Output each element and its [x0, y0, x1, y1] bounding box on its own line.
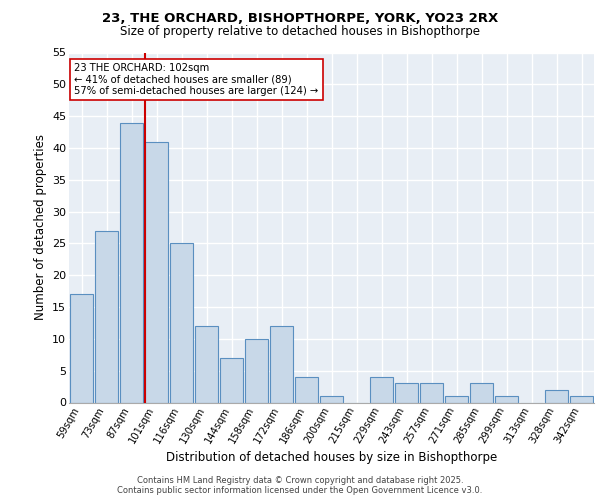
X-axis label: Distribution of detached houses by size in Bishopthorpe: Distribution of detached houses by size …	[166, 451, 497, 464]
Bar	[170, 244, 193, 402]
Bar	[545, 390, 568, 402]
Bar	[494, 396, 518, 402]
Bar	[245, 339, 268, 402]
Y-axis label: Number of detached properties: Number of detached properties	[34, 134, 47, 320]
Bar	[220, 358, 244, 403]
Text: Size of property relative to detached houses in Bishopthorpe: Size of property relative to detached ho…	[120, 25, 480, 38]
Bar	[70, 294, 94, 403]
Bar	[320, 396, 343, 402]
Text: Contains HM Land Registry data © Crown copyright and database right 2025.
Contai: Contains HM Land Registry data © Crown c…	[118, 476, 482, 495]
Bar	[269, 326, 293, 402]
Text: 23 THE ORCHARD: 102sqm
← 41% of detached houses are smaller (89)
57% of semi-det: 23 THE ORCHARD: 102sqm ← 41% of detached…	[74, 63, 319, 96]
Bar	[295, 377, 319, 402]
Bar	[569, 396, 593, 402]
Bar	[445, 396, 469, 402]
Bar	[419, 384, 443, 402]
Bar	[470, 384, 493, 402]
Bar	[194, 326, 218, 402]
Text: 23, THE ORCHARD, BISHOPTHORPE, YORK, YO23 2RX: 23, THE ORCHARD, BISHOPTHORPE, YORK, YO2…	[102, 12, 498, 26]
Bar	[395, 384, 418, 402]
Bar	[370, 377, 394, 402]
Bar	[119, 122, 143, 402]
Bar	[95, 230, 118, 402]
Bar	[145, 142, 169, 402]
